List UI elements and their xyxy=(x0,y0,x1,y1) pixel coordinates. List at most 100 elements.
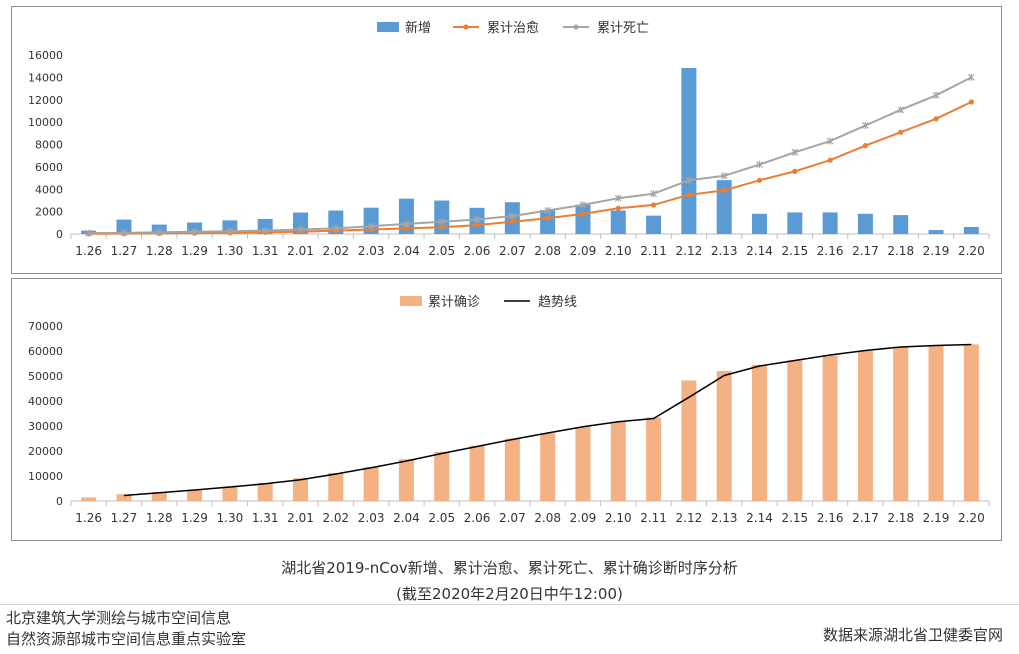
bar xyxy=(469,445,485,501)
chart-caption-date: (截至2020年2月20日中午12:00) xyxy=(396,585,623,603)
y-tick-label: 14000 xyxy=(28,71,63,84)
line-point xyxy=(226,227,234,235)
bar xyxy=(928,345,944,501)
x-tick-label: 2.07 xyxy=(499,244,526,258)
bar xyxy=(398,198,414,234)
credit-data-source: 数据来源湖北省卫健委官网 xyxy=(822,626,1003,644)
legend-item: 趋势线 xyxy=(504,294,577,310)
credit-institution-line2: 自然资源部城市空间信息重点实验室 xyxy=(6,630,247,648)
x-tick-label: 1.31 xyxy=(252,244,279,258)
bar xyxy=(434,200,450,234)
bar xyxy=(822,355,838,501)
credit-institution-line1: 北京建筑大学测绘与城市空间信息 xyxy=(6,609,232,627)
bar xyxy=(893,346,909,501)
x-tick-label: 2.09 xyxy=(570,511,597,525)
bar-series-confirmed xyxy=(81,344,979,501)
line-point xyxy=(332,224,340,232)
bar xyxy=(575,204,591,234)
footer-divider xyxy=(0,604,1019,605)
x-tick-label: 2.03 xyxy=(358,244,385,258)
bar xyxy=(716,371,732,501)
chart-top: 0 2000 4000 6000 8000 10000 12000 14000 16000 1.2… xyxy=(28,20,990,258)
bar xyxy=(328,473,344,501)
x-tick-label: 1.26 xyxy=(75,511,102,525)
x-tick-label: 2.10 xyxy=(605,511,632,525)
x-tick-label: 2.13 xyxy=(711,244,738,258)
bar xyxy=(752,213,767,234)
line-point xyxy=(367,222,375,230)
x-tick-label: 2.02 xyxy=(322,511,349,525)
bar xyxy=(822,212,838,234)
x-tick-label: 2.06 xyxy=(464,244,491,258)
x-tick-label: 2.03 xyxy=(358,511,385,525)
bar xyxy=(857,213,873,234)
y-tick-label: 0 xyxy=(56,228,63,241)
y-tick-label: 20000 xyxy=(28,445,63,458)
line-point xyxy=(862,143,869,149)
legend-swatch xyxy=(400,296,422,306)
line-point xyxy=(720,172,728,180)
x-tick-label: 1.28 xyxy=(146,511,173,525)
x-tick-label: 2.17 xyxy=(852,244,879,258)
series-line xyxy=(123,343,972,497)
x-tick-label: 2.04 xyxy=(393,244,420,258)
line-point xyxy=(826,137,834,145)
x-tick-label: 2.08 xyxy=(534,244,561,258)
y-tick-label: 50000 xyxy=(28,370,63,383)
bar xyxy=(540,433,556,501)
y-tick-label: 60000 xyxy=(28,345,63,358)
bar xyxy=(187,489,203,501)
bar xyxy=(963,226,979,234)
line-point xyxy=(756,161,763,169)
y-tick-label: 16000 xyxy=(28,49,63,62)
line-point xyxy=(967,73,975,81)
chart-panel-bottom: 0 10000 20000 30000 40000 50000 60000 70000 1.26… xyxy=(11,278,1002,541)
series-line xyxy=(88,101,972,235)
bar xyxy=(928,230,944,234)
line-point xyxy=(897,106,905,114)
bar xyxy=(610,210,626,234)
line-point xyxy=(791,148,799,156)
x-tick-label: 2.11 xyxy=(640,244,667,258)
x-tick-label: 2.10 xyxy=(605,244,632,258)
chart-caption-title: 湖北省2019-nCov新增、累计治愈、累计死亡、累计确诊断时序分析 xyxy=(281,559,738,577)
x-tick-label: 2.14 xyxy=(746,511,773,525)
series-line xyxy=(88,76,972,235)
line-point xyxy=(473,215,481,223)
bar xyxy=(81,497,97,501)
bar xyxy=(293,478,308,501)
line-point xyxy=(120,229,128,237)
bar xyxy=(646,215,662,234)
line-point xyxy=(614,194,622,202)
x-tick-label: 2.19 xyxy=(923,244,950,258)
x-tick-label: 2.18 xyxy=(887,511,914,525)
y-tick-label: 6000 xyxy=(35,161,63,174)
chart-panel-top: 0 2000 4000 6000 8000 10000 12000 14000 16000 1.2… xyxy=(11,6,1002,274)
line-point xyxy=(792,168,798,174)
bar xyxy=(434,451,450,501)
x-tick-label: 2.15 xyxy=(781,244,808,258)
legend-marker xyxy=(573,24,579,30)
y-tick-label: 10000 xyxy=(28,116,63,129)
legend-item: 累计确诊 xyxy=(400,295,480,310)
y-tick-label: 2000 xyxy=(35,206,63,219)
line-point xyxy=(686,192,692,198)
x-tick-label: 2.04 xyxy=(393,511,420,525)
line-point xyxy=(650,202,657,208)
line-point xyxy=(579,201,587,209)
line-point xyxy=(721,187,727,193)
x-tick-label: 2.14 xyxy=(746,244,773,258)
x-tick-label: 2.02 xyxy=(322,244,349,258)
bar-series-new xyxy=(81,67,979,234)
x-tick-label: 2.20 xyxy=(958,511,985,525)
y-tick-label: 40000 xyxy=(28,395,63,408)
bar xyxy=(540,209,556,234)
bar xyxy=(787,212,803,234)
x-tick-label: 1.30 xyxy=(217,244,244,258)
bar xyxy=(646,417,662,501)
legend-label: 累计死亡 xyxy=(597,21,649,36)
x-tick-label: 2.12 xyxy=(676,511,703,525)
x-tick-label: 2.06 xyxy=(464,511,491,525)
line-point xyxy=(544,207,552,215)
x-tick-label: 1.29 xyxy=(181,244,208,258)
